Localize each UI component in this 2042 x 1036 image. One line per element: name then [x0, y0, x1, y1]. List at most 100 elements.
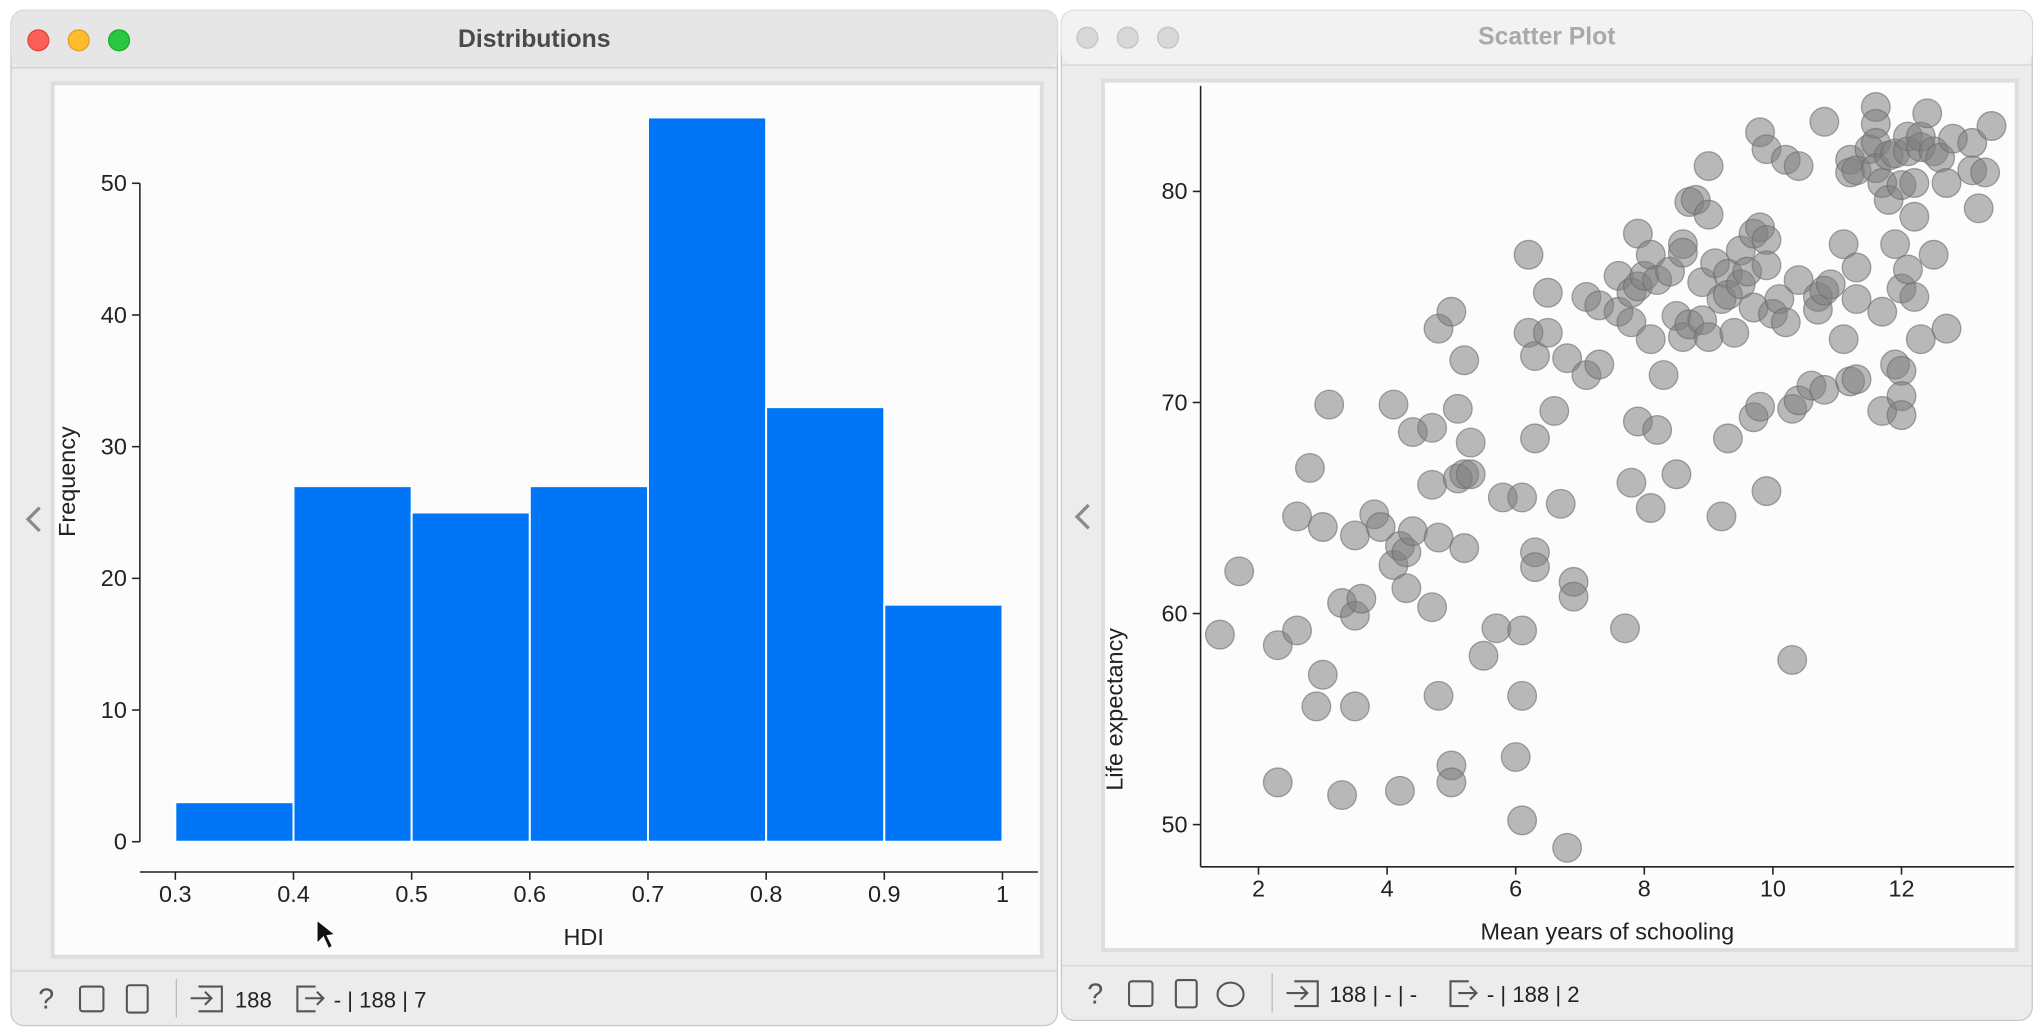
status-output: - | 188 | 2: [1487, 982, 1580, 1007]
scatter-point: [1282, 501, 1313, 532]
scatter-point: [1301, 691, 1332, 722]
scatter-point: [1520, 552, 1550, 583]
x-tick-label: 0.9: [868, 881, 901, 907]
zoom-button[interactable]: [107, 29, 131, 52]
scatter-point: [1809, 374, 1840, 405]
scatter-point: [1886, 400, 1917, 431]
histogram-bar: [410, 511, 531, 843]
scatter-point: [1507, 680, 1538, 711]
scatter-point: [1282, 615, 1313, 646]
scatter-point: [1828, 324, 1859, 355]
scatter-point: [1532, 277, 1563, 308]
scatter-point: [1616, 467, 1647, 498]
close-button[interactable]: [1076, 26, 1099, 49]
scatter-point: [1384, 775, 1415, 806]
output-icon: [1449, 980, 1479, 1008]
title-bar: [11, 10, 1058, 68]
scatter-point: [1449, 533, 1480, 564]
scatter-point: [1931, 313, 1962, 344]
report-icon[interactable]: [125, 984, 149, 1014]
scatter-point: [1783, 265, 1814, 296]
x-tick-label: 6: [1509, 876, 1522, 902]
histogram-bar: [174, 801, 295, 843]
scatter-point: [1455, 459, 1486, 490]
x-axis-label: HDI: [564, 924, 604, 950]
scatter-point: [1327, 780, 1358, 811]
scatter-point: [1918, 239, 1949, 270]
input-icon: [190, 985, 223, 1013]
scatter-point: [1545, 488, 1576, 519]
y-tick-label: 60: [1162, 600, 1188, 626]
scatter-point: [1642, 414, 1673, 445]
x-tick-label: 0.3: [159, 881, 192, 907]
scatter-point: [1481, 613, 1512, 644]
y-tick-label: 80: [1162, 178, 1188, 204]
scatter-point: [1391, 573, 1422, 604]
save-icon[interactable]: [1127, 980, 1154, 1008]
scatter-point: [1815, 269, 1846, 300]
scatter-point: [1520, 423, 1550, 454]
x-tick-label: 0.4: [277, 881, 310, 907]
scatter-point: [1841, 252, 1872, 283]
histogram-bar: [528, 485, 649, 843]
scatter-point: [1417, 469, 1448, 500]
x-tick-label: 0.8: [750, 881, 783, 907]
scatter-point: [1507, 615, 1538, 646]
zoom-button[interactable]: [1157, 26, 1180, 49]
x-tick-label: 8: [1638, 876, 1651, 902]
collapse-arrow[interactable]: [25, 506, 41, 533]
histogram-bar: [883, 603, 1004, 843]
status-input: 188 | - | -: [1329, 982, 1417, 1007]
scatter-point: [1892, 254, 1923, 285]
x-tick-label: 0.6: [514, 881, 547, 907]
scatter-point: [1976, 111, 2007, 141]
scatter-point: [1455, 427, 1486, 458]
scatter-point: [1397, 516, 1428, 547]
scatter-point: [1417, 592, 1448, 623]
scatter-point: [1500, 742, 1531, 773]
x-tick-label: 0.5: [395, 881, 428, 907]
scatter-point: [1899, 281, 1930, 312]
status-output: - | 188 | 7: [334, 987, 427, 1012]
y-tick-label: 30: [101, 433, 127, 459]
chart: 50 60 70 80 2 4 6 8 10 12 Mean years of schooling L…: [1102, 85, 2015, 945]
scatter-point: [1963, 193, 1994, 224]
histogram-bar: [647, 116, 768, 843]
scatter-point: [1970, 157, 2001, 188]
scatter-point: [1635, 324, 1666, 355]
scatter-point: [1635, 493, 1666, 523]
x-axis-label: Mean years of schooling: [1480, 919, 1734, 945]
scatter-point: [1417, 412, 1448, 443]
scatter-point: [1661, 459, 1692, 490]
collapse-arrow[interactable]: [1074, 503, 1090, 530]
y-axis-label: Frequency: [54, 426, 80, 537]
scatter-point: [1751, 225, 1782, 255]
scatter-point: [1314, 389, 1345, 420]
y-tick-label: 20: [101, 565, 127, 591]
window-title: Scatter Plot: [1478, 23, 1615, 50]
save-icon[interactable]: [78, 985, 105, 1013]
scatter-point: [1610, 613, 1640, 644]
scatter-point: [1648, 360, 1679, 391]
minimize-button[interactable]: [67, 29, 90, 52]
x-tick-label: 10: [1760, 876, 1786, 902]
y-axis-label: Life expectancy: [1102, 628, 1128, 791]
scatter-point: [1423, 522, 1454, 553]
scatter-point: [1719, 317, 1750, 348]
scatter-point: [1880, 229, 1911, 260]
scatter-point: [1841, 284, 1872, 315]
scatter-point: [1886, 355, 1917, 386]
y-tick-label: 0: [114, 829, 127, 855]
scatter-point: [1552, 832, 1583, 863]
close-button[interactable]: [27, 29, 50, 52]
help-icon[interactable]: ?: [1087, 978, 1103, 1010]
report-icon[interactable]: [1174, 978, 1198, 1009]
minimize-button[interactable]: [1116, 26, 1139, 49]
help-icon[interactable]: ?: [38, 984, 54, 1016]
y-tick-label: 50: [1162, 811, 1188, 837]
help-glyph: ?: [38, 984, 54, 1016]
scatter-point: [1693, 151, 1724, 182]
palette-icon[interactable]: [1216, 981, 1245, 1008]
